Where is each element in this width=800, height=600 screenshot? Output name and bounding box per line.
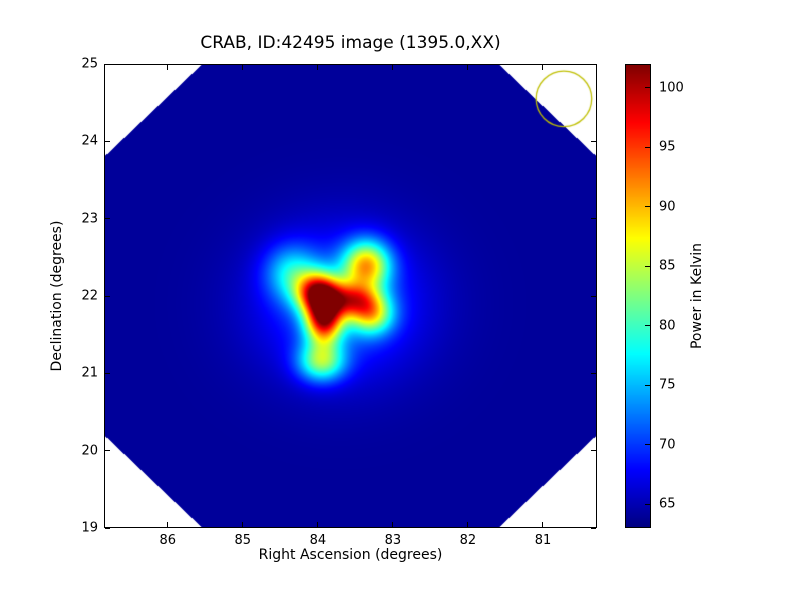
colorbar-tick-label: 65: [659, 496, 676, 512]
y-tick-label: 21: [81, 365, 98, 381]
y-tick-mark: [105, 218, 110, 220]
x-tick-mark: [317, 65, 319, 70]
y-tick-mark: [591, 450, 596, 452]
y-tick-mark: [591, 140, 596, 142]
y-axis-label: Declination (degrees): [49, 220, 65, 372]
colorbar-tick-label: 70: [659, 437, 676, 453]
x-tick-mark: [392, 65, 394, 70]
colorbar-tick-label: 90: [659, 199, 676, 215]
y-tick-mark: [105, 63, 110, 65]
colorbar-tick-mark: [645, 87, 650, 89]
x-tick-mark: [242, 65, 244, 70]
x-tick-mark: [167, 65, 169, 70]
colorbar-tick-mark: [645, 325, 650, 327]
colorbar-tick-mark: [645, 444, 650, 446]
x-tick-mark: [467, 65, 469, 70]
y-tick-label: 23: [81, 211, 98, 227]
x-tick-label: 83: [384, 533, 402, 548]
y-tick-mark: [105, 140, 110, 142]
y-tick-label: 22: [81, 288, 98, 304]
x-tick-label: 85: [234, 533, 252, 548]
x-tick-mark: [542, 522, 544, 527]
colorbar-tick-label: 75: [659, 377, 676, 393]
colorbar-tick-label: 100: [659, 80, 684, 96]
y-tick-mark: [591, 372, 596, 374]
y-tick-mark: [105, 295, 110, 297]
x-tick-mark: [392, 522, 394, 527]
colorbar-label: Power in Kelvin: [689, 242, 705, 350]
y-tick-mark: [105, 527, 110, 529]
x-axis-label: Right Ascension (degrees): [258, 547, 443, 563]
y-tick-mark: [591, 218, 596, 220]
heatmap-canvas: [104, 64, 597, 528]
y-tick-mark: [591, 527, 596, 529]
y-tick-label: 20: [81, 443, 98, 459]
colorbar-tick-mark: [645, 206, 650, 208]
y-tick-mark: [105, 372, 110, 374]
y-tick-mark: [591, 63, 596, 65]
x-tick-mark: [467, 522, 469, 527]
x-tick-label: 86: [159, 533, 177, 548]
x-tick-label: 81: [534, 533, 552, 548]
y-tick-label: 25: [81, 56, 98, 72]
y-tick-label: 19: [81, 520, 98, 536]
x-tick-mark: [542, 65, 544, 70]
y-tick-label: 24: [81, 133, 98, 149]
colorbar-tick-label: 80: [659, 318, 676, 334]
x-tick-mark: [317, 522, 319, 527]
x-tick-label: 84: [309, 533, 327, 548]
y-tick-mark: [591, 295, 596, 297]
colorbar-tick-label: 85: [659, 258, 676, 274]
plot-title: CRAB, ID:42495 image (1395.0,XX): [200, 33, 501, 53]
colorbar-tick-mark: [645, 265, 650, 267]
y-tick-mark: [105, 450, 110, 452]
colorbar-tick-mark: [645, 384, 650, 386]
colorbar: [625, 64, 651, 528]
colorbar-tick-mark: [645, 503, 650, 505]
x-tick-mark: [242, 522, 244, 527]
colorbar-tick-mark: [645, 146, 650, 148]
x-tick-mark: [167, 522, 169, 527]
x-tick-label: 82: [459, 533, 477, 548]
colorbar-tick-label: 95: [659, 139, 676, 155]
